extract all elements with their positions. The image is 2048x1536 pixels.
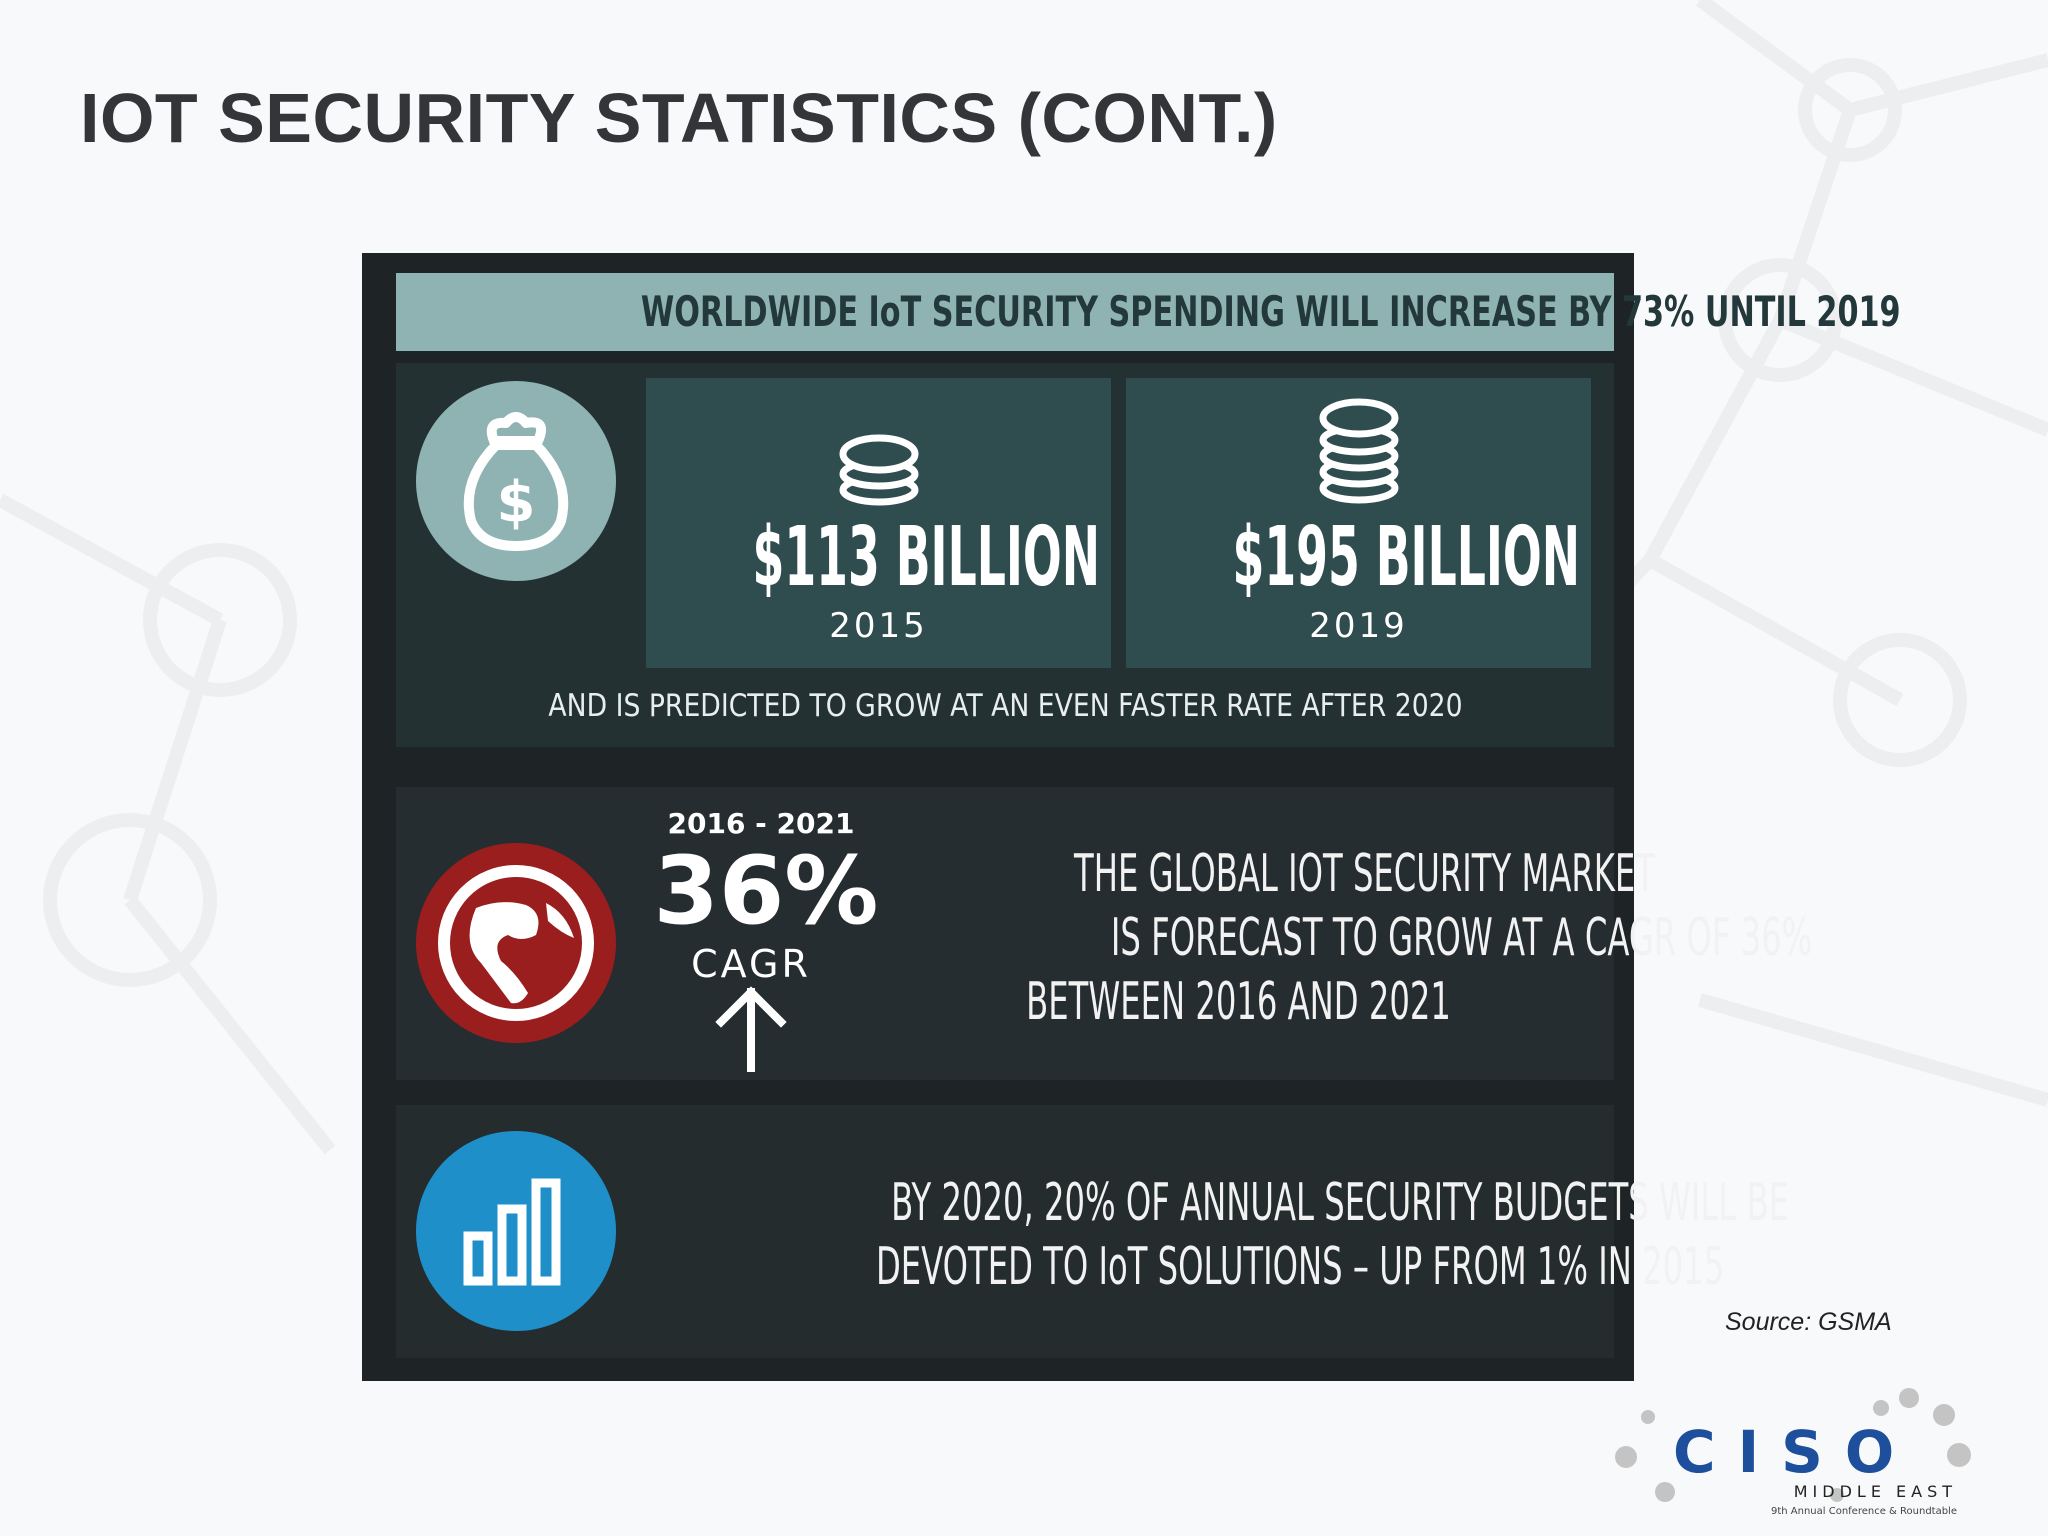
cagr-label: CAGR xyxy=(691,942,811,986)
spend-2019-year: 2019 xyxy=(1309,606,1408,646)
coins-icon xyxy=(839,434,918,506)
cagr-panel: 2016 - 2021 36% CAGR THE GLOBAL IOT SECU… xyxy=(396,787,1812,1080)
ciso-middle-east-logo: CISO MIDDLE EAST 9th Annual Conference &… xyxy=(1615,1388,1971,1528)
cagr-percent: 36% xyxy=(653,837,879,946)
spend-2015-box: $113 BILLION 2015 xyxy=(646,378,1111,668)
cagr-range: 2016 - 2021 xyxy=(667,807,855,840)
iot-security-infographic: WORLDWIDE IoT SECURITY SPENDING WILL INC… xyxy=(362,253,1901,1381)
spending-panel: $ $113 BILLION 2015 xyxy=(396,363,1614,747)
svg-text:$: $ xyxy=(497,470,536,535)
coins-stack-icon xyxy=(1319,398,1398,504)
globe-icon xyxy=(416,843,616,1043)
budget-text-line: BY 2020, 20% OF ANNUAL SECURITY BUDGETS … xyxy=(891,1173,1790,1233)
cagr-text-line: THE GLOBAL IOT SECURITY MARKET xyxy=(1074,844,1655,904)
arrow-up-icon xyxy=(715,986,787,1072)
budget-description: BY 2020, 20% OF ANNUAL SECURITY BUDGETS … xyxy=(616,1171,1789,1299)
source-citation: Source: GSMA xyxy=(1725,1308,1892,1336)
cagr-description: THE GLOBAL IOT SECURITY MARKET IS FORECA… xyxy=(896,842,1812,1034)
cagr-text-line: BETWEEN 2016 AND 2021 xyxy=(1026,972,1451,1032)
spend-2019-box: $195 BILLION 2019 xyxy=(1126,378,1591,668)
bar-chart-icon xyxy=(416,1131,616,1331)
slide-title: IOT SECURITY STATISTICS (CONT.) xyxy=(80,79,1278,157)
logo-subtitle: MIDDLE EAST xyxy=(1793,1482,1957,1501)
logo-tagline: 9th Annual Conference & Roundtable xyxy=(1770,1506,1957,1517)
growth-prediction-text: AND IS PREDICTED TO GROW AT AN EVEN FAST… xyxy=(547,688,1463,724)
budget-panel: BY 2020, 20% OF ANNUAL SECURITY BUDGETS … xyxy=(396,1105,1789,1358)
cagr-text-line: IS FORECAST TO GROW AT A CAGR OF 36% xyxy=(1110,908,1813,968)
spend-2015-amount: $113 BILLION xyxy=(752,510,1101,605)
budget-text-line: DEVOTED TO IoT SOLUTIONS – UP FROM 1% IN… xyxy=(875,1237,1725,1297)
infographic-banner: WORLDWIDE IoT SECURITY SPENDING WILL INC… xyxy=(396,273,1901,351)
logo-word: CISO xyxy=(1673,1418,1917,1486)
money-bag-icon: $ xyxy=(416,381,616,581)
spend-2019-amount: $195 BILLION xyxy=(1232,510,1581,605)
spend-2015-year: 2015 xyxy=(829,606,928,646)
